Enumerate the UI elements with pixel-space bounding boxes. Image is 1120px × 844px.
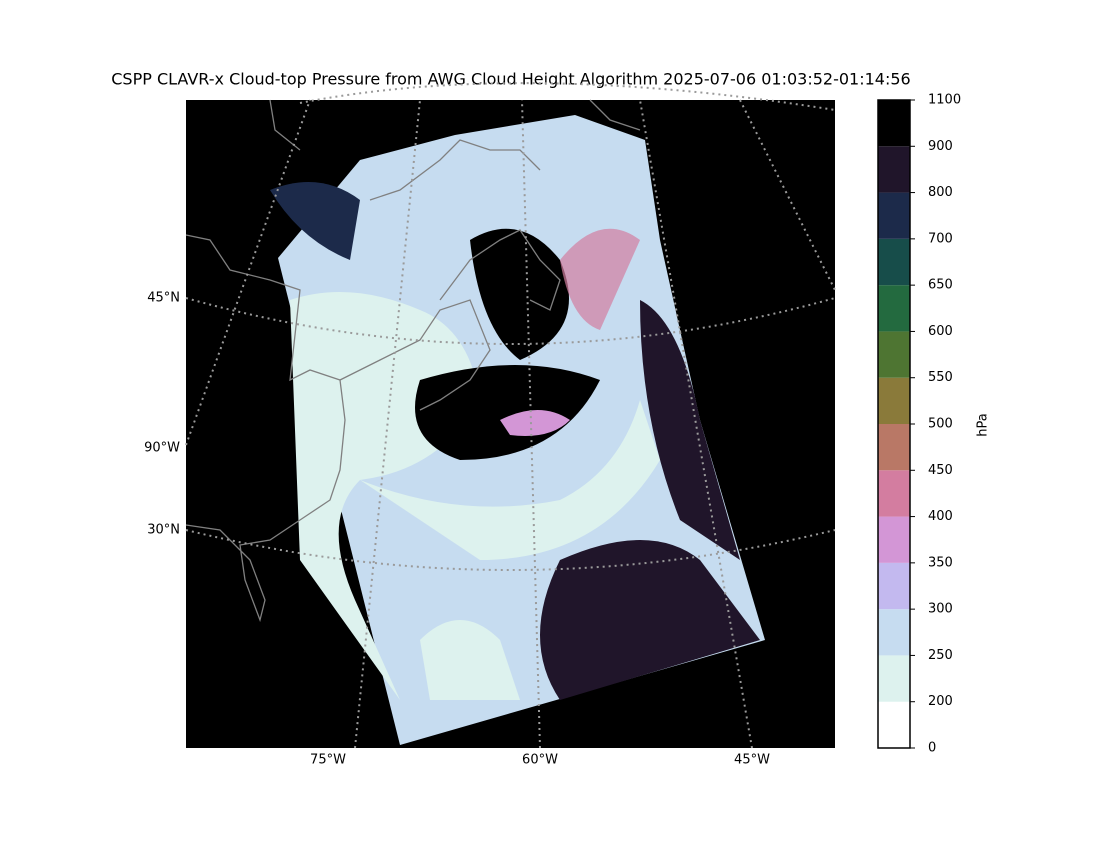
colorbar-segment (878, 100, 910, 147)
colorbar-segment (878, 609, 910, 656)
coastlines (185, 99, 641, 623)
colorbar-tick-label: 700 (928, 231, 953, 246)
colorbar-segment (878, 377, 910, 424)
latitude-label: 30°N (147, 523, 180, 538)
colorbar-tick-label: 400 (928, 509, 953, 524)
latitude-label: 90°W (144, 441, 180, 456)
colorbar-segment (878, 424, 910, 471)
cloud-high (560, 228, 640, 330)
colorbar-tick-label: 800 (928, 185, 953, 200)
latitude-label: 45°N (147, 291, 180, 306)
colorbar-label: hPa (976, 413, 991, 436)
colorbar: 0 200 250 300 350 400 450 500 550 600 650 700 800 900… (877, 93, 961, 756)
longitude-label: 60°W (522, 753, 558, 768)
colorbar-tick-label: 0 (928, 741, 936, 756)
map-title: CSPP CLAVR-x Cloud-top Pressure from AWG… (111, 70, 910, 89)
colorbar-tick-label: 550 (928, 370, 953, 385)
clear-area (470, 228, 569, 360)
colorbar-tick-label: 900 (928, 139, 953, 154)
map: 45°N 90°W 30°N 75°W 60°W 45°W (144, 82, 836, 768)
clear-area (415, 365, 600, 460)
colorbar-tick-label: 1100 (928, 93, 961, 108)
colorbar-segment (878, 470, 910, 517)
colorbar-tick-label: 500 (928, 417, 953, 432)
cloud-high (500, 410, 570, 436)
colorbar-tick-label: 650 (928, 278, 953, 293)
cloud-band (360, 400, 660, 560)
cloud-lowlevel (540, 540, 760, 700)
graticule (185, 82, 836, 749)
colorbar-tick-label: 450 (928, 463, 953, 478)
colorbar-tick-label: 200 (928, 694, 953, 709)
colorbar-segment (878, 701, 910, 748)
colorbar-segment (878, 146, 910, 193)
cloud-lowlevel (270, 182, 360, 260)
longitude-label: 75°W (310, 753, 346, 768)
colorbar-tick-label: 300 (928, 602, 953, 617)
longitude-label: 45°W (734, 753, 770, 768)
colorbar-segment (878, 192, 910, 239)
colorbar-segment (878, 516, 910, 563)
cloud-low (420, 620, 520, 700)
colorbar-tick-label: 250 (928, 648, 953, 663)
colorbar-segment (878, 655, 910, 702)
colorbar-segment (878, 562, 910, 610)
colorbar-tick-label: 600 (928, 324, 953, 339)
colorbar-segment (878, 331, 910, 378)
colorbar-tick-label: 350 (928, 555, 953, 570)
colorbar-segment (878, 238, 910, 286)
colorbar-segment (878, 285, 910, 332)
cloud-lowlevel (640, 300, 740, 560)
